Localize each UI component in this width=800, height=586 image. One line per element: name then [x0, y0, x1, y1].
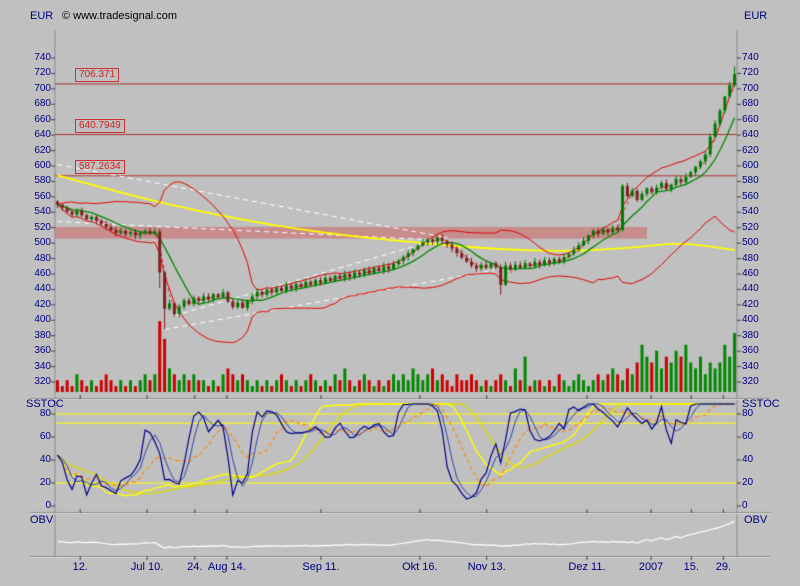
x-axis-label: Aug 14. — [207, 561, 246, 573]
sstoc-axis-tick-right: 20 — [742, 477, 754, 488]
price-axis-tick-right: 700 — [742, 82, 759, 94]
x-axis-label: 15. — [683, 561, 699, 573]
price-axis-tick-left: 440 — [34, 283, 51, 295]
x-axis-label: 2007 — [638, 561, 664, 573]
price-axis-tick-left: 580 — [34, 175, 51, 187]
price-axis-tick-right: 600 — [742, 160, 759, 171]
copyright-text: © www.tradesignal.com — [62, 10, 178, 22]
sstoc-axis-tick-right: 40 — [742, 454, 754, 465]
sstoc-axis-tick-left: 20 — [39, 477, 51, 488]
price-axis-tick-left: 600 — [34, 160, 51, 171]
price-axis-tick-left: 380 — [34, 329, 51, 341]
currency-label-top-right: EUR — [744, 10, 768, 22]
price-axis-tick-right: 740 — [742, 52, 759, 63]
price-axis-tick-left: 340 — [34, 360, 51, 372]
price-axis-tick-left: 520 — [34, 221, 51, 233]
price-axis-tick-right: 620 — [742, 144, 759, 156]
price-axis-tick-right: 380 — [742, 329, 759, 341]
price-axis-tick-right: 400 — [742, 314, 759, 326]
price-axis-tick-right: 560 — [742, 190, 759, 202]
price-axis-tick-left: 420 — [34, 298, 51, 310]
sstoc-axis-tick-left: 80 — [39, 408, 51, 419]
price-axis-tick-right: 520 — [742, 221, 759, 233]
x-axis-label: Okt 16. — [402, 561, 438, 573]
price-axis-tick-right: 660 — [742, 113, 759, 125]
price-axis-tick-right: 540 — [742, 206, 759, 218]
sstoc-axis-tick-left: 0 — [45, 500, 51, 511]
sstoc-panel-label-right: SSTOC — [742, 398, 780, 410]
currency-label-top-left: EUR — [30, 10, 54, 22]
x-axis-label: Jul 10. — [130, 561, 164, 573]
price-axis-tick-right: 480 — [742, 252, 759, 264]
x-axis-label: Dez 11. — [568, 561, 606, 573]
price-alert-level-label: 640.7949 — [75, 118, 125, 133]
price-axis-tick-right: 360 — [742, 345, 759, 357]
price-axis-tick-right: 460 — [742, 268, 759, 279]
price-axis-tick-right: 420 — [742, 298, 759, 310]
x-axis-label: 12. — [72, 561, 88, 573]
price-axis-tick-left: 360 — [34, 345, 51, 357]
x-axis-label: Sep 11. — [302, 561, 340, 573]
x-axis-label: Nov 13. — [467, 561, 506, 573]
price-axis-tick-left: 460 — [34, 268, 51, 279]
price-axis-tick-right: 500 — [742, 237, 759, 249]
price-axis-tick-left: 720 — [34, 67, 51, 79]
x-axis-label: 24. — [187, 561, 203, 573]
price-axis-tick-right: 720 — [742, 67, 759, 79]
price-axis-tick-left: 680 — [34, 98, 51, 110]
price-axis-tick-left: 620 — [34, 144, 51, 156]
sstoc-axis-tick-right: 80 — [742, 408, 754, 419]
price-axis-tick-right: 640 — [742, 129, 759, 141]
price-axis-tick-left: 640 — [34, 129, 51, 141]
price-axis-tick-left: 740 — [34, 52, 51, 63]
price-alert-level-label: 587.2634 — [75, 159, 125, 174]
price-axis-tick-right: 340 — [742, 360, 759, 372]
sstoc-panel-label-left: SSTOC — [26, 398, 64, 410]
price-axis-tick-left: 320 — [34, 376, 51, 387]
sstoc-axis-tick-right: 60 — [742, 431, 754, 442]
price-axis-tick-right: 580 — [742, 175, 759, 187]
price-axis-tick-left: 660 — [34, 113, 51, 125]
price-axis-tick-left: 480 — [34, 252, 51, 264]
sstoc-axis-tick-left: 40 — [39, 454, 51, 465]
obv-panel-label-left: OBV — [30, 514, 54, 526]
price-axis-tick-left: 540 — [34, 206, 51, 218]
price-axis-tick-left: 500 — [34, 237, 51, 249]
price-axis-tick-right: 440 — [742, 283, 759, 295]
price-axis-tick-right: 680 — [742, 98, 759, 110]
price-axis-tick-left: 700 — [34, 82, 51, 94]
price-axis-tick-right: 320 — [742, 376, 759, 387]
obv-panel-label-right: OBV — [744, 514, 768, 526]
price-axis-tick-left: 560 — [34, 190, 51, 202]
sstoc-axis-tick-right: 0 — [742, 500, 748, 511]
price-alert-level-label: 706.371 — [75, 67, 120, 82]
sstoc-axis-tick-left: 60 — [39, 431, 51, 442]
price-axis-tick-left: 400 — [34, 314, 51, 326]
x-axis-label: 29. — [715, 561, 732, 573]
